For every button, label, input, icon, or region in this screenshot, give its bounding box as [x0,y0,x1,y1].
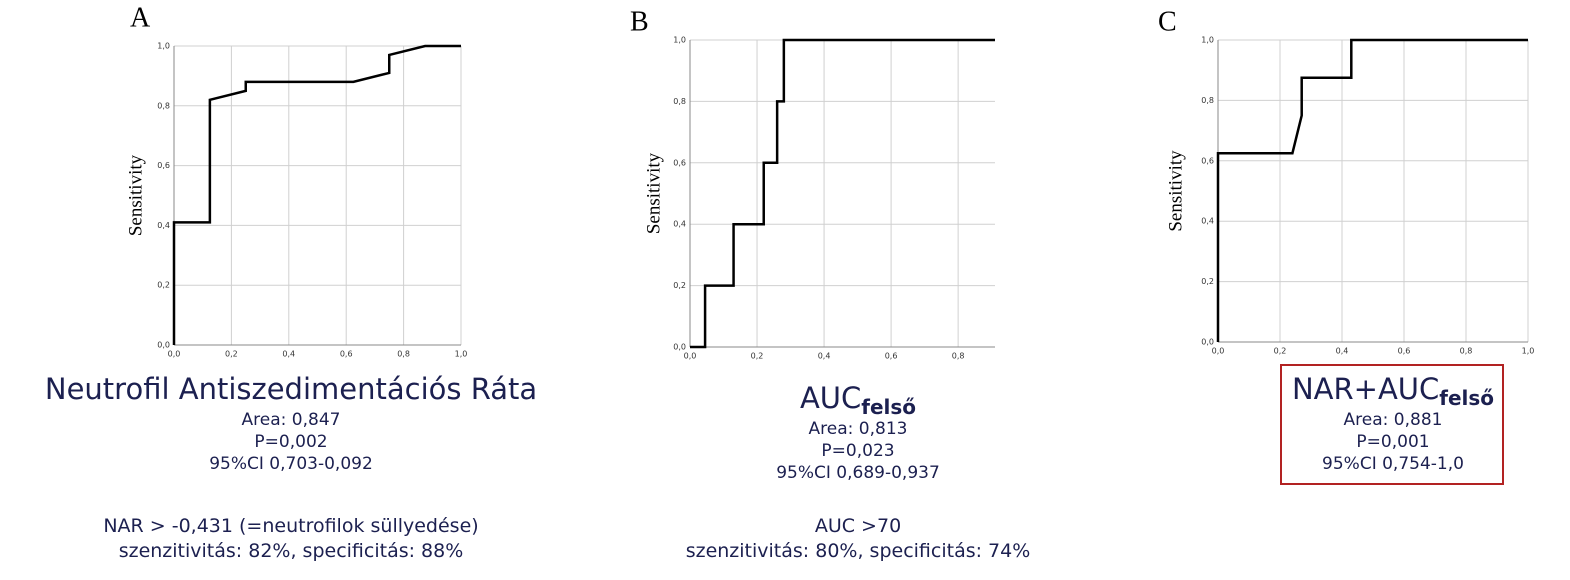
highlight-box [1280,364,1504,485]
panel-label: A [130,2,151,33]
stat-line: 95%CI 0,689-0,937 [776,462,940,484]
title-subscript: felső [861,395,917,419]
title-text: NAR+AUC [1291,372,1440,406]
x-tick-label: 1,0 [1522,347,1535,356]
note-line: AUC >70 [686,514,1031,539]
stat-line: Area: 0,813 [776,418,940,440]
x-tick-label: 0,2 [1274,347,1287,356]
stat-text: Area: 0,813 [808,419,908,439]
y-tick-label: 0,8 [157,101,170,110]
x-tick-label: 0,6 [340,350,353,359]
stat-text: Area: 0,881 [1343,410,1443,430]
x-tick-label: 1,0 [455,350,468,359]
y-tick-label: 0,0 [673,343,686,352]
roc-curve [172,44,461,345]
stat-line: Area: 0,881 [1322,409,1464,431]
x-tick-label: 0,0 [684,352,697,361]
note-text: szenzitivitás: 82%, specificitás: 88% [118,540,464,562]
panel-label: B [630,6,649,37]
caption-title: NAR+AUCfelső [1292,372,1494,415]
y-tick-label: 1,0 [157,42,170,51]
panel-label: C [1158,6,1177,37]
stat-text: 95%CI 0,754-1,0 [1322,454,1464,474]
caption-notes: NAR > -0,431 (=neutrofilok süllyedése) sz… [103,514,478,564]
note-line: NAR > -0,431 (=neutrofilok süllyedése) [103,514,478,539]
title-text: Neutrofil Antiszedimentációs Ráta [44,372,538,406]
y-tick-label: 0,4 [673,220,686,229]
note-text: szenzitivitás: 80%, specificitás: 74% [685,540,1031,562]
roc-curve [690,38,995,349]
stat-line: 95%CI 0,754-1,0 [1322,453,1464,475]
y-axis-label: Sensitivity [1165,150,1186,232]
caption-stats: Area: 0,847 P=0,002 95%CI 0,703-0,092 [209,409,373,475]
x-tick-label: 0,8 [952,352,965,361]
x-tick-label: 0,4 [282,350,295,359]
y-tick-label: 0,2 [1201,277,1214,286]
y-tick-label: 0,2 [673,281,686,290]
note-text: AUC >70 [814,515,902,537]
stat-text: 95%CI 0,703-0,092 [209,454,373,474]
stat-line: P=0,002 [209,431,373,453]
roc-curve [1216,38,1528,342]
stat-line: P=0,023 [776,440,940,462]
y-tick-label: 0,6 [157,161,170,170]
x-tick-label: 0,2 [225,350,238,359]
y-axis-label: Sensitivity [643,152,664,234]
x-tick-label: 0,0 [1212,347,1225,356]
y-tick-label: 0,6 [1201,156,1214,165]
stat-text: P=0,023 [821,441,895,461]
note-text: NAR > -0,431 (=neutrofilok süllyedése) [103,515,479,537]
x-tick-label: 0,6 [885,352,898,361]
x-tick-label: 0,4 [818,352,831,361]
note-line: szenzitivitás: 80%, specificitás: 74% [686,539,1031,564]
caption-stats: Area: 0,813 P=0,023 95%CI 0,689-0,937 [776,418,940,484]
y-axis-label: Sensitivity [125,154,146,236]
x-tick-label: 0,0 [168,350,181,359]
y-tick-label: 0,4 [1201,217,1214,226]
caption-notes: AUC >70 szenzitivitás: 80%, specificitás:… [686,514,1031,564]
y-tick-label: 0,8 [673,97,686,106]
stat-line: P=0,001 [1322,431,1464,453]
x-tick-label: 0,4 [1336,347,1349,356]
caption-stats: Area: 0,881 P=0,001 95%CI 0,754-1,0 [1322,409,1464,475]
y-tick-label: 1,0 [1201,36,1214,45]
stat-text: Area: 0,847 [241,410,341,430]
title-subscript: felső [1439,386,1495,410]
caption-title: AUCfelső [800,381,916,424]
x-tick-label: 0,2 [751,352,764,361]
title-text: AUC [799,381,862,415]
y-tick-label: 1,0 [673,36,686,45]
y-tick-label: 0,6 [673,158,686,167]
x-tick-label: 0,8 [397,350,410,359]
y-tick-label: 0,8 [1201,96,1214,105]
note-line: szenzitivitás: 82%, specificitás: 88% [103,539,478,564]
stat-text: P=0,002 [254,432,328,452]
y-tick-label: 0,0 [1201,338,1214,347]
stat-text: P=0,001 [1356,432,1430,452]
stat-line: 95%CI 0,703-0,092 [209,453,373,475]
stat-line: Area: 0,847 [209,409,373,431]
y-tick-label: 0,2 [157,281,170,290]
y-tick-label: 0,0 [157,341,170,350]
x-tick-label: 0,8 [1460,347,1473,356]
x-tick-label: 0,6 [1398,347,1411,356]
caption-title: Neutrofil Antiszedimentációs Ráta [45,372,537,406]
stat-text: 95%CI 0,689-0,937 [776,463,940,483]
y-tick-label: 0,4 [157,221,170,230]
